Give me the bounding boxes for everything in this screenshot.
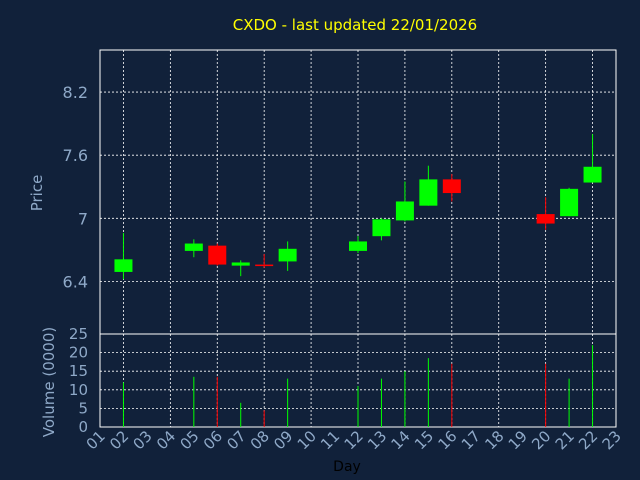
price-tick-label: 8.2 xyxy=(63,83,88,102)
x-tick-label: 21 xyxy=(552,427,578,453)
x-tick-label: 16 xyxy=(434,427,460,453)
candle-body-up xyxy=(395,201,414,221)
x-tick-label: 07 xyxy=(223,427,249,453)
x-tick-label: 17 xyxy=(458,427,484,453)
price-tick-label: 7 xyxy=(78,209,88,228)
candle-body-up xyxy=(583,166,602,183)
volume-axis-label: Volume (0000) xyxy=(40,327,58,437)
volume-tick-label: 25 xyxy=(69,325,88,343)
x-tick-label: 19 xyxy=(505,427,531,453)
price-axis-label: Price xyxy=(28,175,46,212)
x-tick-label: 12 xyxy=(341,427,367,453)
candle-body-up xyxy=(231,262,250,266)
volume-tick-label: 15 xyxy=(69,362,88,380)
candle-body-up xyxy=(349,241,367,251)
candle-body-down xyxy=(536,214,555,224)
x-tick-label: 23 xyxy=(599,427,625,453)
x-tick-label: 03 xyxy=(130,427,156,453)
candle-body-up xyxy=(372,219,391,237)
x-tick-label: 20 xyxy=(528,427,554,453)
candle-body-up xyxy=(184,243,203,251)
x-tick-label: 11 xyxy=(317,427,343,453)
x-tick-label: 14 xyxy=(388,427,414,453)
x-tick-label: 22 xyxy=(575,427,601,453)
x-tick-label: 13 xyxy=(364,427,390,453)
x-axis-label: Day xyxy=(333,459,361,475)
volume-tick-label: 20 xyxy=(69,344,88,362)
candle-body-up xyxy=(560,188,579,217)
x-tick-label: 09 xyxy=(270,427,296,453)
x-axis: 0102030405060708091011121314151617181920… xyxy=(83,427,625,453)
x-tick-label: 04 xyxy=(153,427,179,453)
price-tick-label: 7.6 xyxy=(63,146,88,165)
price-tick-label: 6.4 xyxy=(63,272,88,291)
x-tick-label: 08 xyxy=(247,427,273,453)
x-tick-label: 18 xyxy=(481,427,507,453)
volume-tick-label: 10 xyxy=(69,381,88,399)
candle-body-up xyxy=(419,179,438,206)
candle-body-down xyxy=(442,179,461,194)
price-panel: 6.4 7 7.6 8.2 xyxy=(63,49,617,335)
x-tick-label: 10 xyxy=(294,427,320,453)
x-tick-label: 06 xyxy=(200,427,226,453)
candle-body-up xyxy=(114,259,133,272)
volume-tick-label: 0 xyxy=(78,418,88,436)
volume-tick-label: 5 xyxy=(78,399,88,417)
x-tick-label: 15 xyxy=(411,427,437,453)
chart-title: CXDO - last updated 22/01/2026 xyxy=(233,16,477,34)
x-tick-label: 02 xyxy=(106,427,132,453)
candle-body-up xyxy=(278,248,297,262)
candle-body-down xyxy=(255,264,274,267)
x-tick-label: 05 xyxy=(176,427,202,453)
candle-body-down xyxy=(208,245,227,265)
